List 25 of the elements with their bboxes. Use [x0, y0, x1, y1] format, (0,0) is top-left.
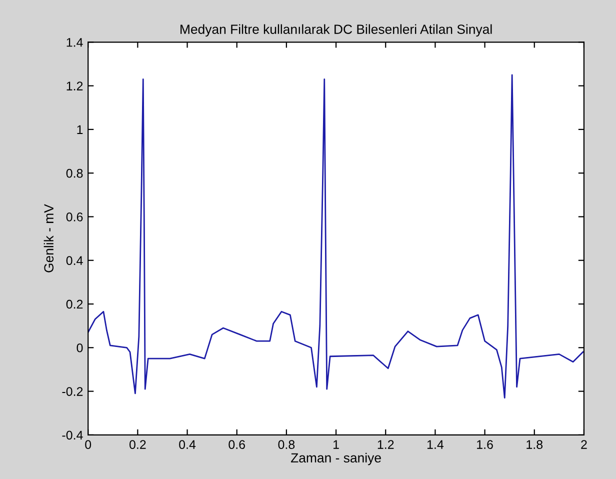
y-tick-label: 1.2: [66, 82, 83, 90]
chart-title: Medyan Filtre kullanılarak DC Bilesenleri Atilan Sinyal: [180, 24, 492, 37]
x-tick-label: 0: [85, 440, 92, 449]
line-series: [88, 74, 584, 399]
x-tick-label: 1.8: [526, 440, 543, 449]
y-tick-label: -0.2: [62, 387, 83, 396]
x-tick-label: 1.6: [477, 440, 493, 449]
y-tick-label: 0.8: [66, 168, 83, 178]
x-tick-label: 1.2: [378, 440, 394, 449]
y-tick-label: -0.4: [62, 430, 83, 440]
y-axis-title: Genlik - mV: [44, 204, 54, 272]
y-tick-label: 0.4: [66, 256, 83, 266]
y-tick-label: 1: [77, 125, 83, 134]
x-tick-label: 1.4: [427, 440, 444, 449]
y-tick-label: 1.4: [66, 38, 83, 47]
x-tick-label: 0.2: [129, 440, 146, 449]
x-tick-label: 2: [581, 440, 587, 449]
x-tick-label: 0.6: [228, 440, 245, 449]
x-tick-label: 0.8: [278, 440, 295, 449]
x-tick-label: 0.4: [179, 440, 196, 449]
y-tick-label: 0: [76, 343, 83, 352]
y-tick-label: 0.2: [66, 300, 83, 309]
x-axis-title: Zaman - saniye: [290, 452, 381, 466]
y-tick-label: 0.6: [66, 212, 83, 222]
x-tick-label: 1: [334, 440, 339, 449]
